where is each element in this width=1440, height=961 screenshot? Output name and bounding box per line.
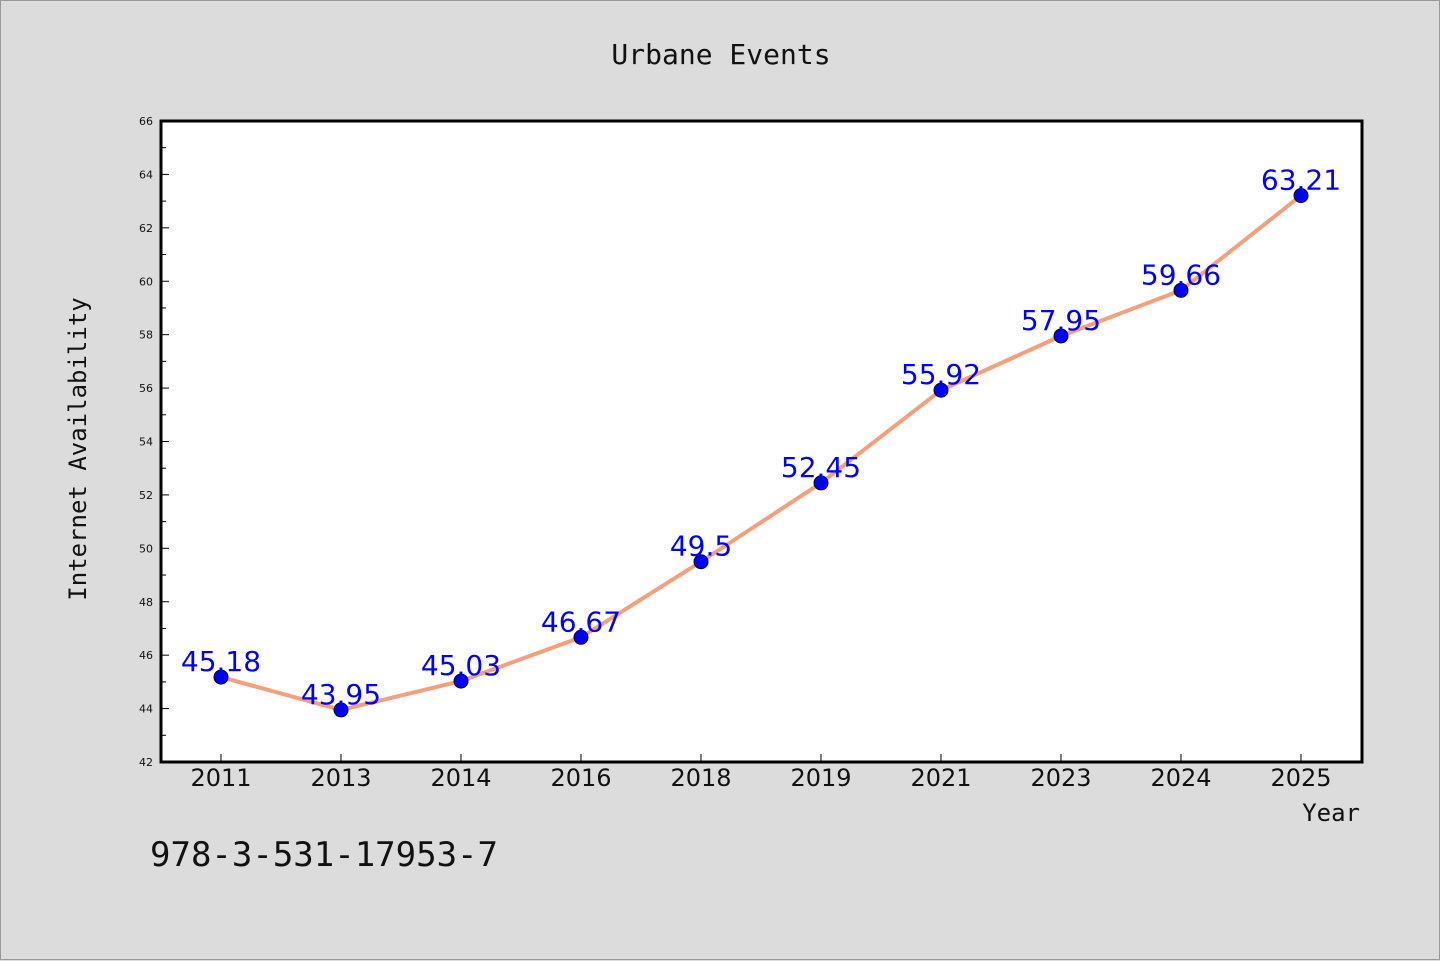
data-label: 45.03 (421, 649, 501, 682)
y-tick-label: 60 (139, 275, 153, 288)
y-tick-label: 48 (139, 596, 153, 609)
y-tick-label: 42 (139, 756, 153, 769)
y-tick-label: 64 (139, 168, 153, 181)
plot-area (159, 119, 1364, 764)
x-tick-label: 2023 (1030, 764, 1091, 792)
x-tick-label: 2021 (910, 764, 971, 792)
y-tick-label: 52 (139, 489, 153, 502)
data-point (453, 673, 469, 689)
x-tick-label: 2018 (670, 764, 731, 792)
y-tick-label: 62 (139, 222, 153, 235)
data-label: 52.45 (781, 451, 861, 484)
x-tick-label: 2013 (310, 764, 371, 792)
isbn-footer: 978-3-531-17953-7 (150, 835, 498, 875)
data-label: 55.92 (901, 358, 981, 391)
data-point (333, 702, 349, 718)
data-point (813, 475, 829, 491)
x-tick-label: 2025 (1270, 764, 1331, 792)
y-axis-label: Internet Availability (64, 297, 92, 600)
series-group: 45.18 43.95 45.03 46.67 49.5 52.45 55.92 57.95 5… (181, 164, 1341, 718)
data-label: 45.18 (181, 645, 261, 678)
x-tick-label: 2016 (550, 764, 611, 792)
x-tick-label: 2014 (430, 764, 491, 792)
data-point (213, 669, 229, 685)
series-line (220, 193, 1303, 712)
y-tick-label: 56 (139, 382, 153, 395)
data-label: 57.95 (1021, 304, 1101, 337)
x-tick-label: 2011 (190, 764, 251, 792)
data-label: 63.21 (1261, 164, 1341, 197)
y-axis: 42 44 46 48 50 52 54 56 58 60 62 64 66 (139, 115, 169, 769)
x-tick-label: 2019 (790, 764, 851, 792)
data-point (1293, 188, 1309, 204)
data-point (933, 382, 949, 398)
y-tick-label: 54 (139, 436, 153, 449)
data-label: 59.66 (1141, 258, 1221, 291)
y-tick-label: 46 (139, 649, 153, 662)
x-axis: 2011 2013 2014 2016 2018 2019 2021 2023 2024 2025 (190, 754, 1332, 792)
data-label: 43.95 (301, 678, 381, 711)
y-tick-label: 50 (139, 542, 153, 555)
data-point (1053, 328, 1069, 344)
x-tick-label: 2024 (1150, 764, 1211, 792)
chart-title: Urbane Events (611, 38, 830, 71)
y-tick-label: 58 (139, 329, 153, 342)
data-point (573, 629, 589, 645)
data-label: 49.5 (670, 530, 732, 563)
y-tick-label: 66 (139, 115, 153, 128)
y-tick-label: 44 (139, 703, 153, 716)
x-axis-label: Year (1302, 799, 1360, 827)
data-point (1173, 282, 1189, 298)
data-point (693, 554, 709, 570)
data-label: 46.67 (541, 605, 621, 638)
